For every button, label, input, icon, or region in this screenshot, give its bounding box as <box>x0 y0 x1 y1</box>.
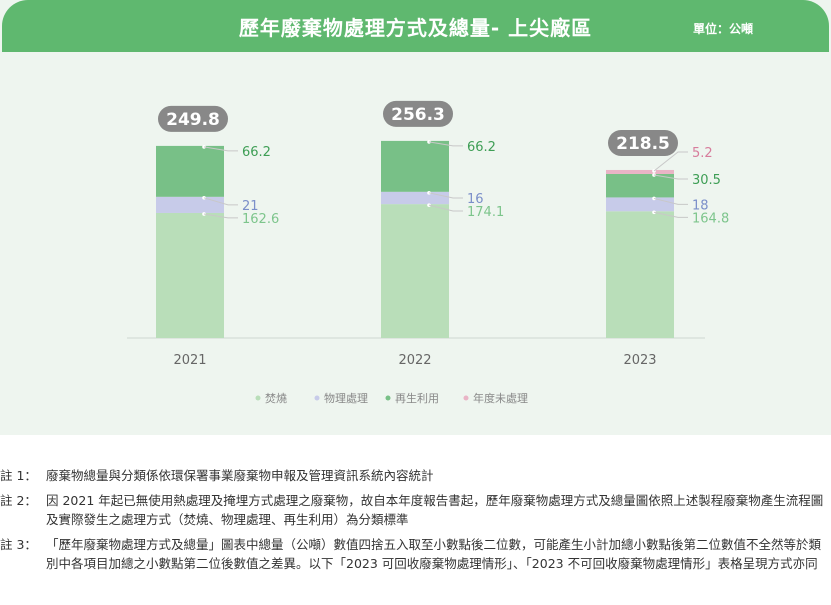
value-label: 21 <box>242 199 259 214</box>
total-label: 218.5 <box>616 134 670 154</box>
leader-line <box>653 174 688 180</box>
value-label: 164.8 <box>692 211 729 226</box>
value-label: 174.1 <box>467 205 504 220</box>
note-label: 註 1： <box>0 468 37 483</box>
note-label: 註 3： <box>0 537 37 552</box>
total-badge <box>158 105 228 132</box>
value-label: 18 <box>692 198 709 213</box>
leader-line <box>653 197 688 205</box>
leader-line <box>428 204 463 212</box>
leader-line <box>428 141 463 147</box>
value-label: 66.2 <box>242 145 271 160</box>
chart-title: 歷年廢棄物處理方式及總量- 上尖廠區 <box>238 16 593 40</box>
bar-segment <box>156 145 224 197</box>
legend-dot <box>314 395 320 401</box>
note-text: 「歷年廢棄物處理方式及總量」圖表中總量（公噸）數值四捨五入取至小數點後二位數，可… <box>46 537 822 571</box>
leader-line <box>428 192 463 199</box>
leader-dot <box>427 140 431 144</box>
total-badge <box>608 129 678 156</box>
value-label: 30.5 <box>692 173 721 188</box>
value-label: 5.2 <box>692 146 713 161</box>
value-label: 16 <box>467 192 484 207</box>
note-2: 註 2： 因 2021 年起已無使用熱處理及掩埋方式處理之廢棄物，故自本年度報告… <box>0 491 831 529</box>
x-tick-label: 2021 <box>173 353 206 368</box>
bar-segment <box>606 169 674 174</box>
leader-dot <box>652 173 656 177</box>
footnotes: 註 1： 廢棄物總量與分類係依環保署事業廢棄物申報及管理資訊系統內容統計 註 2… <box>0 466 831 579</box>
total-label: 249.8 <box>166 110 220 130</box>
note-1: 註 1： 廢棄物總量與分類係依環保署事業廢棄物申報及管理資訊系統內容統計 <box>0 466 831 485</box>
bar-segment <box>606 173 674 198</box>
value-label: 66.2 <box>467 140 496 155</box>
chart-panel: 歷年廢棄物處理方式及總量- 上尖廠區 單位：公噸 249.8 66.2 21 162.… <box>0 0 831 435</box>
leader-line <box>203 213 238 219</box>
bar-segment <box>606 211 674 338</box>
leader-dot <box>202 145 206 149</box>
note-3: 註 3： 「歷年廢棄物處理方式及總量」圖表中總量（公噸）數值四捨五入取至小數點後… <box>0 535 831 573</box>
title-bar <box>2 0 829 52</box>
bar-segment <box>156 212 224 338</box>
legend-label: 物理處理 <box>324 391 368 405</box>
value-label: 162.6 <box>242 212 279 227</box>
bar-segment <box>381 204 449 338</box>
note-label: 註 2： <box>0 493 37 508</box>
legend-label: 年度未處理 <box>473 391 528 405</box>
leader-line <box>653 151 688 172</box>
bar-segment <box>606 197 674 212</box>
leader-line <box>203 146 238 152</box>
leader-line <box>203 197 238 206</box>
unit-label: 單位：公噸 <box>693 22 754 36</box>
x-tick-label: 2023 <box>623 353 656 368</box>
bar-segment <box>381 191 449 205</box>
legend-dot <box>463 395 469 401</box>
legend-label: 再生利用 <box>395 391 439 405</box>
leader-line <box>653 211 688 218</box>
legend-dot <box>255 395 261 401</box>
note-text: 廢棄物總量與分類係依環保署事業廢棄物申報及管理資訊系統內容統計 <box>46 468 434 483</box>
legend-label: 焚燒 <box>265 391 287 405</box>
note-text: 因 2021 年起已無使用熱處理及掩埋方式處理之廢棄物，故自本年度報告書起，歷年… <box>46 493 824 527</box>
total-label: 256.3 <box>391 105 445 125</box>
x-tick-label: 2022 <box>398 353 431 368</box>
bar-segment <box>156 196 224 213</box>
legend-dot <box>385 395 391 401</box>
total-badge <box>383 100 453 127</box>
bar-segment <box>381 140 449 192</box>
